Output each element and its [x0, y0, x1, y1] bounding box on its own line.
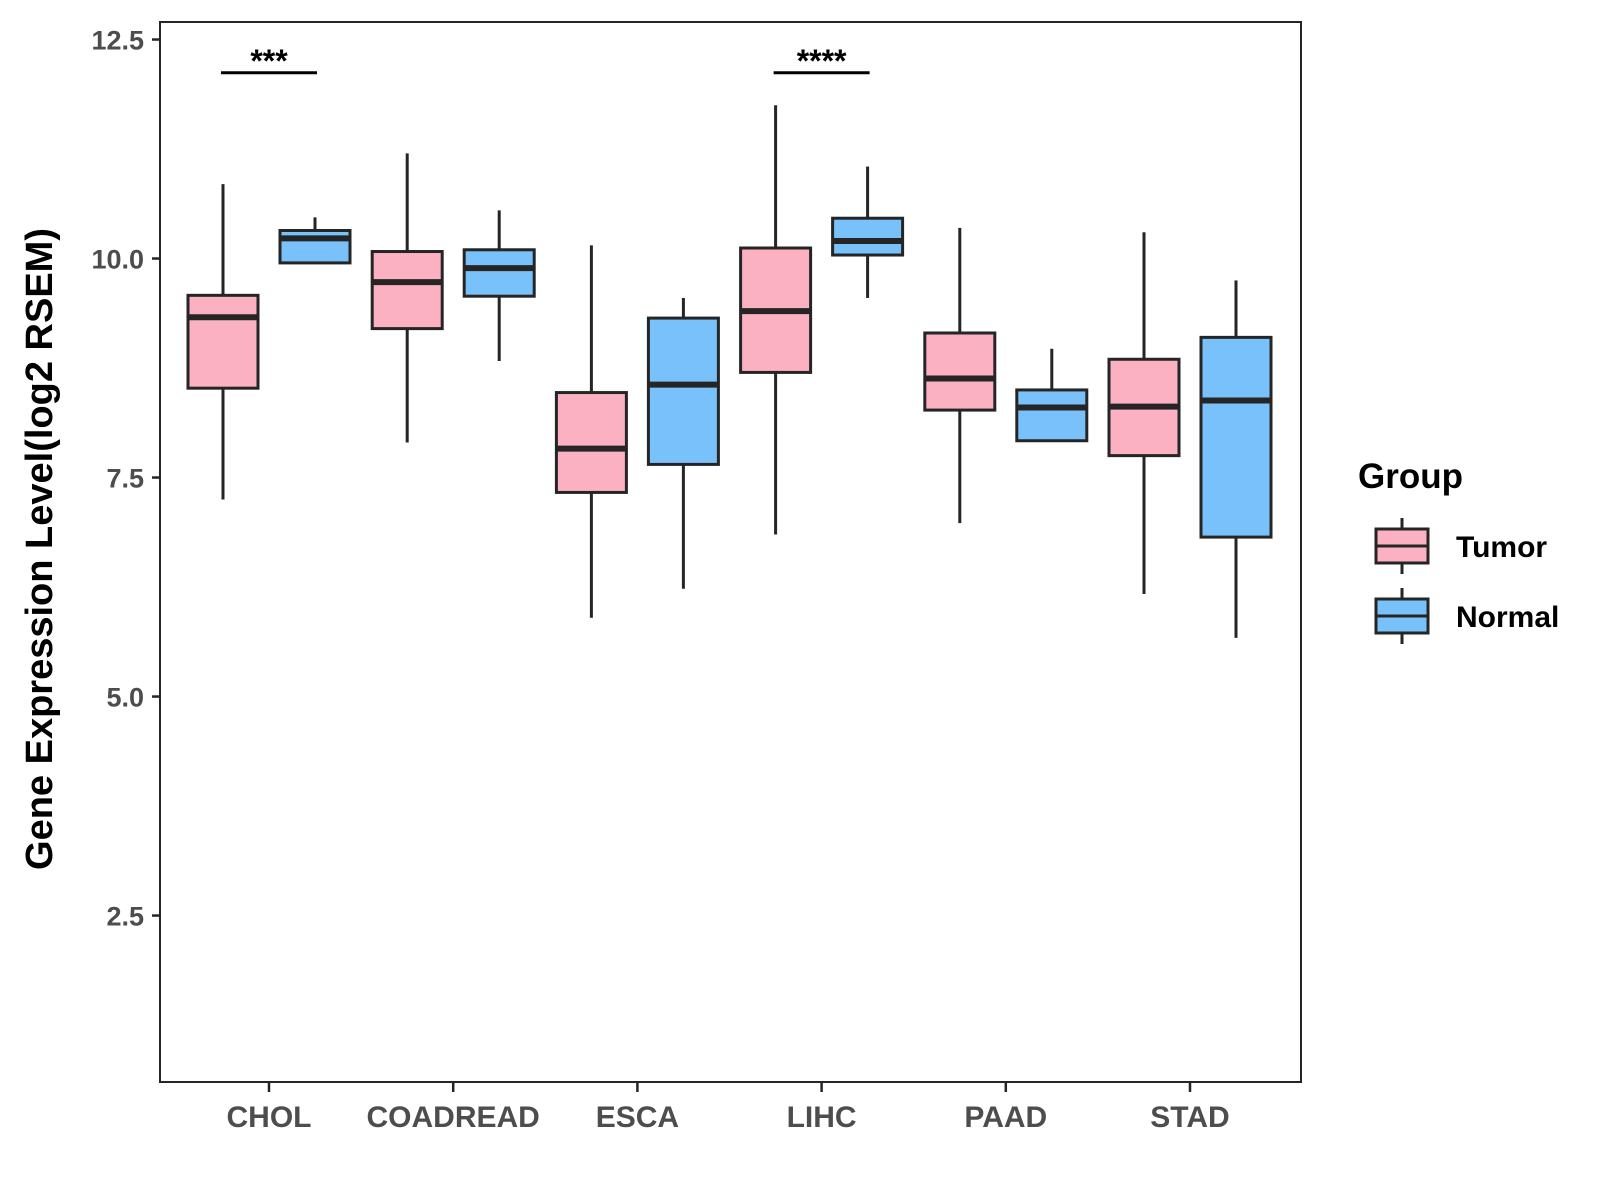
legend-item-tumor: Tumor [1374, 518, 1547, 574]
tumor-box-stad [1107, 232, 1181, 595]
x-tick-label-stad: STAD [1150, 1101, 1229, 1134]
normal-box-lihc [831, 166, 905, 298]
box-iqr [186, 293, 260, 390]
box-iqr [831, 216, 905, 257]
legend-title: Group [1358, 457, 1463, 496]
significance-label-chol: *** [250, 43, 288, 79]
x-tick-label-paad: PAAD [964, 1101, 1047, 1134]
normal-box-esca [646, 297, 720, 589]
box-iqr [462, 248, 536, 298]
y-tick-label: 10.0 [91, 245, 144, 275]
tumor-box-chol [186, 184, 260, 500]
x-tick-label-lihc: LIHC [787, 1101, 857, 1134]
x-tick-label-coadread: COADREAD [367, 1101, 540, 1134]
y-axis-label: Gene Expression Level(log2 RSEM) [19, 228, 61, 870]
normal-box-paad [1015, 348, 1089, 443]
x-tick-label-chol: CHOL [227, 1101, 312, 1134]
tumor-box-esca [554, 245, 628, 618]
box-iqr [646, 316, 720, 466]
y-tick-label: 7.5 [106, 464, 144, 494]
x-tick-label-esca: ESCA [596, 1101, 679, 1134]
axes: 2.5 5.0 7.5 10.0 12.5 CHOL COADREAD ESCA LIHC PAA… [91, 21, 1302, 1134]
box-iqr [370, 250, 444, 331]
normal-box-chol [278, 217, 352, 265]
plot-area: *** **** [186, 43, 1273, 638]
box-iqr [278, 228, 352, 265]
box-iqr [1015, 388, 1089, 443]
legend-label-normal: Normal [1456, 601, 1559, 634]
y-tick-label: 12.5 [91, 26, 144, 56]
legend-item-normal: Normal [1374, 588, 1559, 644]
legend-label-tumor: Tumor [1456, 531, 1547, 564]
normal-box-stad [1199, 280, 1273, 638]
legend: Group Tumor Normal [1358, 457, 1559, 644]
y-tick-label: 2.5 [106, 902, 144, 932]
panel-border [159, 21, 1302, 1083]
tumor-box-lihc [739, 105, 813, 535]
tumor-box-coadread [370, 153, 444, 443]
normal-box-coadread [462, 210, 536, 362]
y-tick-label: 5.0 [106, 683, 144, 713]
box-iqr [923, 331, 997, 412]
significance-label-lihc: **** [797, 43, 847, 79]
tumor-box-paad [923, 227, 997, 524]
box-iqr [1199, 335, 1273, 539]
box-iqr [554, 391, 628, 494]
